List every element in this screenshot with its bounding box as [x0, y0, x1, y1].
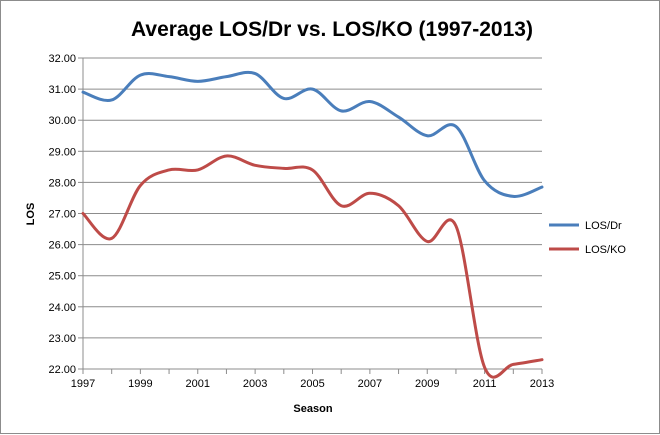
x-tick-label: 2005 [300, 378, 324, 390]
x-tick-label: 2011 [473, 378, 497, 390]
legend: LOS/Dr LOS/KO [549, 220, 626, 256]
y-tick-label: 30.00 [48, 115, 76, 127]
x-axis-title: Season [293, 403, 332, 415]
y-tick-label: 23.00 [48, 333, 76, 345]
x-tick-label: 1997 [71, 378, 95, 390]
x-axis-ticks: 1997 1999 2001 2003 2005 2007 2009 2011 2013 [71, 378, 554, 390]
y-tick-label: 27.00 [48, 209, 76, 221]
y-axis-ticks: 22.00 23.00 24.00 25.00 26.00 27.00 28.00 29.00… [48, 53, 76, 376]
gridlines [83, 58, 542, 338]
y-tick-label: 25.00 [48, 271, 76, 283]
y-tick-label: 32.00 [48, 53, 76, 65]
x-tick-label: 2009 [415, 378, 439, 390]
x-tick-label: 2003 [243, 378, 267, 390]
x-tick-label: 2001 [186, 378, 210, 390]
series-line-los-ko [83, 156, 542, 377]
y-tick-label: 31.00 [48, 84, 76, 96]
legend-label-los-dr: LOS/Dr [585, 220, 622, 232]
y-axis-title: LOS [25, 203, 37, 226]
y-tick-label: 29.00 [48, 146, 76, 158]
chart-title: Average LOS/Dr vs. LOS/KO (1997-2013) [131, 18, 533, 41]
x-tick-label: 2007 [358, 378, 382, 390]
series-lines [83, 72, 542, 377]
x-tick-label: 1999 [128, 378, 152, 390]
x-tick-label: 2013 [530, 378, 554, 390]
legend-label-los-ko: LOS/KO [585, 244, 626, 256]
y-tick-label: 28.00 [48, 177, 76, 189]
y-tick-label: 22.00 [48, 364, 76, 376]
series-line-los-dr [83, 72, 542, 196]
y-tick-label: 26.00 [48, 240, 76, 252]
y-tick-label: 24.00 [48, 302, 76, 314]
axes [78, 58, 542, 374]
